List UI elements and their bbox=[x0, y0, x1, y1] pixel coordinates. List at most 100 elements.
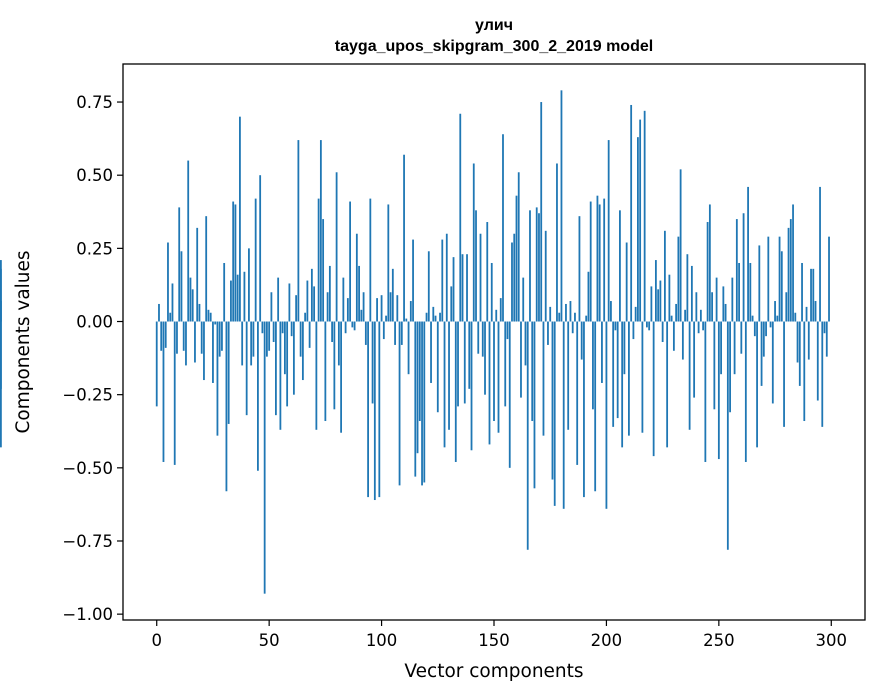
bar-56 bbox=[281, 321, 284, 334]
x-tick-label: 200 bbox=[591, 631, 623, 650]
bar-79 bbox=[333, 321, 336, 410]
bar-269 bbox=[760, 321, 763, 386]
bar-292 bbox=[812, 268, 815, 322]
bar-10 bbox=[178, 207, 181, 322]
bar-28 bbox=[218, 321, 221, 357]
bar-268 bbox=[758, 245, 761, 322]
bar-116 bbox=[416, 321, 419, 454]
bar-109 bbox=[400, 321, 403, 345]
bar-111 bbox=[405, 318, 408, 322]
bar-154 bbox=[502, 134, 504, 322]
y-tick-label: −1.00 bbox=[62, 605, 113, 624]
bar-231 bbox=[675, 303, 678, 322]
bar-49 bbox=[266, 321, 268, 357]
bar-127 bbox=[441, 239, 444, 322]
bar-283 bbox=[792, 204, 794, 322]
bar-45 bbox=[257, 321, 259, 471]
bar-180 bbox=[560, 90, 563, 322]
bar-172 bbox=[542, 321, 545, 436]
bar-70 bbox=[313, 286, 316, 322]
bar-130 bbox=[448, 321, 450, 430]
bar-38 bbox=[241, 321, 244, 366]
bar-78 bbox=[331, 321, 334, 342]
bar-253 bbox=[724, 303, 727, 322]
bar-159 bbox=[513, 233, 516, 322]
bar-296 bbox=[821, 321, 824, 427]
bar-113 bbox=[409, 301, 412, 322]
bar-99 bbox=[378, 321, 381, 498]
bar-105 bbox=[391, 268, 394, 322]
bar-24 bbox=[209, 312, 212, 322]
bar-96 bbox=[371, 321, 374, 404]
bar-48 bbox=[263, 321, 266, 594]
bar-138 bbox=[466, 254, 468, 322]
bar-139 bbox=[468, 321, 471, 389]
bar-278 bbox=[780, 251, 783, 322]
bar-266 bbox=[753, 321, 756, 337]
y-tick-label: −0.25 bbox=[62, 386, 113, 405]
bar-285 bbox=[796, 321, 799, 363]
bar-7 bbox=[171, 283, 174, 322]
bar-191 bbox=[585, 315, 588, 322]
bar-198 bbox=[601, 321, 603, 383]
bar-248 bbox=[713, 321, 716, 410]
bar-190 bbox=[583, 321, 585, 498]
bar-261 bbox=[742, 213, 745, 322]
bar-120 bbox=[425, 312, 428, 322]
bar-54 bbox=[277, 277, 280, 322]
bar-145 bbox=[481, 321, 484, 357]
chart-subtitle: tayga_upos_skipgram_300_2_2019 model bbox=[335, 38, 653, 55]
bar-123 bbox=[432, 306, 435, 322]
bar-276 bbox=[776, 315, 779, 322]
bar-183 bbox=[567, 321, 570, 430]
bar-21 bbox=[203, 321, 205, 381]
bar-200 bbox=[605, 321, 608, 509]
bar-2 bbox=[160, 321, 163, 351]
y-tick-label: 0.25 bbox=[76, 239, 113, 258]
bar-288 bbox=[803, 321, 806, 422]
bar-13 bbox=[185, 321, 187, 366]
bar-251 bbox=[720, 321, 722, 375]
x-tick-label: 50 bbox=[259, 631, 280, 650]
bar-165 bbox=[526, 321, 529, 550]
bar-11 bbox=[180, 251, 183, 322]
bar-169 bbox=[535, 207, 538, 322]
bar-44 bbox=[254, 198, 257, 322]
bar-63 bbox=[297, 140, 300, 322]
bar-152 bbox=[497, 321, 500, 433]
bar-125 bbox=[436, 321, 439, 413]
bar-156 bbox=[506, 321, 509, 340]
bar-19 bbox=[198, 303, 201, 322]
bar-90 bbox=[358, 265, 360, 322]
bar-286 bbox=[798, 321, 801, 386]
bar-185 bbox=[571, 321, 574, 334]
bar-291 bbox=[810, 268, 812, 322]
x-axis: 0 50 100 150 200 250 300 bbox=[151, 620, 847, 650]
bar-66 bbox=[304, 312, 307, 322]
bar-140 bbox=[470, 321, 473, 451]
bar-97 bbox=[373, 321, 376, 501]
y-axis: −1.00 −0.75 −0.50 −0.25 0.00 0.25 0.50 0.75 bbox=[62, 93, 123, 624]
bar-143 bbox=[477, 321, 480, 354]
bar-92 bbox=[362, 292, 365, 322]
bar-76 bbox=[326, 292, 329, 322]
bar-289 bbox=[805, 306, 808, 322]
bar-184 bbox=[569, 301, 572, 322]
bar-284 bbox=[794, 312, 797, 322]
bar-217 bbox=[643, 110, 646, 322]
bar-14 bbox=[187, 160, 190, 322]
x-axis-label: Vector components bbox=[404, 661, 583, 682]
bar-204 bbox=[614, 321, 617, 331]
bar-126 bbox=[439, 312, 441, 322]
bar-182 bbox=[565, 303, 567, 322]
bar-69 bbox=[310, 268, 313, 322]
bar-216 bbox=[641, 321, 644, 433]
bar-224 bbox=[659, 280, 662, 322]
x-tick-label: 300 bbox=[816, 631, 848, 650]
bar-230 bbox=[672, 321, 675, 351]
bar-72 bbox=[317, 198, 320, 322]
bar-250 bbox=[717, 321, 720, 460]
bar-102 bbox=[385, 315, 387, 322]
y-tick-label: −0.75 bbox=[62, 532, 113, 551]
